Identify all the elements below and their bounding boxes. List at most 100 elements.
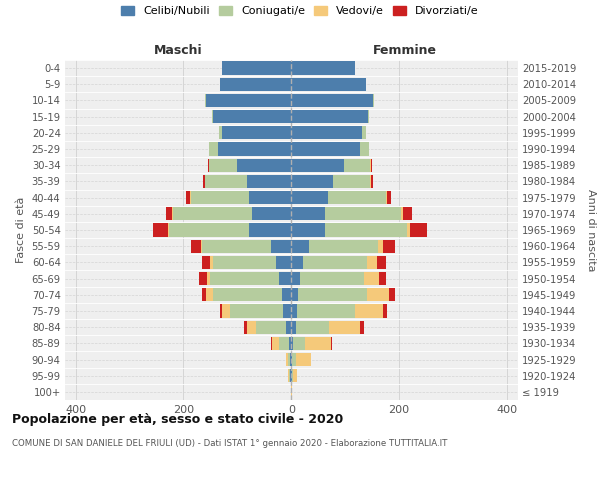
Bar: [291, 126, 366, 140]
Bar: [209, 142, 291, 156]
Bar: [291, 78, 366, 91]
Bar: [249, 191, 291, 204]
Bar: [199, 272, 291, 285]
Bar: [291, 272, 300, 285]
Bar: [222, 62, 291, 74]
Bar: [219, 126, 291, 140]
Bar: [291, 110, 368, 124]
Bar: [206, 94, 291, 107]
Bar: [212, 288, 291, 302]
Bar: [291, 191, 328, 204]
Bar: [291, 304, 383, 318]
Bar: [291, 224, 325, 236]
Bar: [290, 369, 291, 382]
Bar: [291, 110, 369, 124]
Bar: [247, 175, 291, 188]
Bar: [206, 288, 291, 302]
Bar: [200, 240, 291, 253]
Bar: [222, 62, 291, 74]
Bar: [220, 78, 291, 91]
Bar: [290, 353, 291, 366]
Bar: [291, 369, 297, 382]
Bar: [190, 191, 291, 204]
Bar: [291, 272, 386, 285]
Bar: [291, 142, 369, 156]
Bar: [291, 191, 387, 204]
Bar: [220, 78, 291, 91]
Bar: [291, 320, 364, 334]
Bar: [291, 272, 364, 285]
Bar: [291, 62, 355, 74]
Bar: [238, 158, 291, 172]
Bar: [222, 126, 291, 140]
Bar: [291, 191, 391, 204]
Bar: [191, 191, 291, 204]
Bar: [286, 353, 291, 366]
Bar: [205, 94, 291, 107]
Text: COMUNE DI SAN DANIELE DEL FRIULI (UD) - Dati ISTAT 1° gennaio 2020 - Elaborazion: COMUNE DI SAN DANIELE DEL FRIULI (UD) - …: [12, 439, 448, 448]
Bar: [291, 336, 331, 350]
Bar: [291, 336, 305, 350]
Bar: [291, 304, 296, 318]
Bar: [291, 78, 366, 91]
Bar: [291, 320, 296, 334]
Bar: [291, 175, 370, 188]
Bar: [271, 240, 291, 253]
Bar: [291, 110, 369, 124]
Bar: [291, 240, 383, 253]
Bar: [186, 191, 291, 204]
Bar: [212, 110, 291, 124]
Bar: [291, 353, 311, 366]
Bar: [291, 369, 293, 382]
Bar: [191, 240, 291, 253]
Bar: [291, 175, 371, 188]
Bar: [211, 256, 291, 269]
Bar: [209, 158, 291, 172]
Bar: [291, 207, 401, 220]
Bar: [291, 288, 389, 302]
Bar: [291, 240, 377, 253]
Bar: [208, 158, 291, 172]
Bar: [291, 78, 366, 91]
Bar: [291, 207, 403, 220]
Bar: [207, 272, 291, 285]
Bar: [291, 94, 374, 107]
Text: Popolazione per età, sesso e stato civile - 2020: Popolazione per età, sesso e stato civil…: [12, 412, 343, 426]
Bar: [291, 175, 373, 188]
Bar: [256, 320, 291, 334]
Bar: [291, 240, 308, 253]
Bar: [291, 126, 366, 140]
Bar: [291, 288, 298, 302]
Bar: [218, 142, 291, 156]
Bar: [288, 353, 291, 366]
Bar: [291, 386, 292, 398]
Bar: [291, 94, 374, 107]
Bar: [291, 272, 379, 285]
Bar: [209, 158, 291, 172]
Bar: [291, 110, 369, 124]
Bar: [291, 207, 325, 220]
Bar: [291, 94, 374, 107]
Bar: [291, 62, 355, 74]
Bar: [276, 256, 291, 269]
Bar: [247, 320, 291, 334]
Bar: [291, 224, 407, 236]
Bar: [205, 175, 291, 188]
Bar: [220, 78, 291, 91]
Bar: [291, 224, 410, 236]
Bar: [202, 288, 291, 302]
Bar: [202, 240, 291, 253]
Bar: [291, 142, 369, 156]
Bar: [213, 110, 291, 124]
Bar: [291, 158, 371, 172]
Text: Femmine: Femmine: [373, 44, 437, 58]
Bar: [271, 336, 291, 350]
Bar: [168, 224, 291, 236]
Bar: [289, 336, 291, 350]
Bar: [289, 369, 291, 382]
Bar: [291, 158, 344, 172]
Bar: [291, 386, 292, 398]
Bar: [244, 320, 291, 334]
Bar: [286, 353, 291, 366]
Bar: [205, 94, 291, 107]
